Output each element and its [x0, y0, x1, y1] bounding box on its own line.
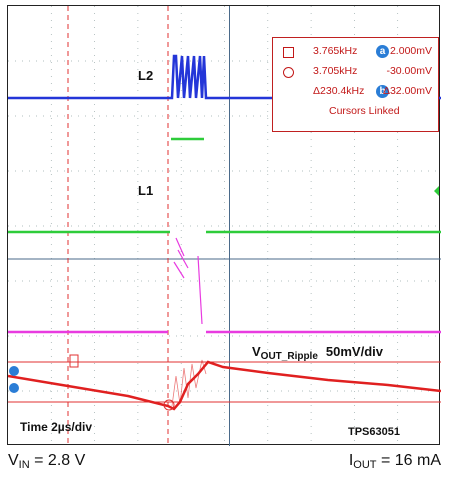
- cursor-a-marker: [69, 354, 79, 368]
- iout-subscript: OUT: [353, 459, 377, 471]
- vin-condition: VIN = 2.8 V: [8, 452, 85, 471]
- trigger-level-icon: [434, 186, 439, 196]
- part-number-label: TPS63051: [348, 426, 400, 438]
- trace-label-vout: VOUT_Ripple 50mV/div: [252, 344, 383, 362]
- cursor-a-freq: 3.765kHz: [313, 45, 358, 57]
- vin-subscript: IN: [18, 459, 30, 471]
- trace-vout-ripple: [8, 360, 441, 411]
- iout-symbol: I: [348, 452, 354, 469]
- vin-symbol: V: [8, 452, 19, 469]
- cursor-b-freq: 3.705kHz: [313, 65, 358, 77]
- trace-label-l1: L1: [138, 183, 154, 198]
- vout-label-sub: OUT_Ripple: [260, 351, 318, 362]
- trace-l2: [8, 54, 441, 100]
- cursor-a-value: 2.000mV: [389, 45, 432, 57]
- cursor-a-badge-icon: a: [376, 45, 389, 58]
- vout-label-main: V: [252, 344, 261, 359]
- trace-switch-node-burst: [173, 237, 203, 325]
- iout-value: = 16 mA: [380, 452, 441, 469]
- time-scale-label: Time 2µs/div: [20, 420, 93, 434]
- cursor-b-marker: [163, 399, 175, 411]
- cursor-a-marker-icon: [283, 47, 294, 58]
- cursor-a-side-badge-icon: [9, 366, 19, 376]
- cursor-b-badge-icon: b: [376, 85, 389, 98]
- cursor-delta-freq: Δ230.4kHz: [313, 85, 365, 97]
- iout-condition: IOUT = 16 mA: [349, 452, 441, 471]
- cursor-b-value: -30.00mV: [386, 65, 432, 77]
- trace-label-l2: L2: [138, 68, 154, 83]
- oscilloscope-plot: [8, 6, 441, 446]
- cursors-linked-status: Cursors Linked: [329, 105, 400, 117]
- cursor-b-side-badge-icon: [9, 383, 19, 393]
- cursor-b-marker-icon: [283, 67, 294, 78]
- cursor-readout-box: 3.765kHz a 2.000mV 3.705kHz -30.00mV Δ23…: [272, 37, 439, 132]
- trace-vout-noise: [171, 359, 207, 407]
- vout-scale: 50mV/div: [325, 344, 383, 359]
- cursor-delta-value: Δ32.00mV: [382, 85, 432, 97]
- oscilloscope-screen: L2 L1 VOUT_Ripple 50mV/div Time 2µs/div T…: [7, 5, 441, 446]
- vin-value: = 2.8 V: [34, 452, 86, 469]
